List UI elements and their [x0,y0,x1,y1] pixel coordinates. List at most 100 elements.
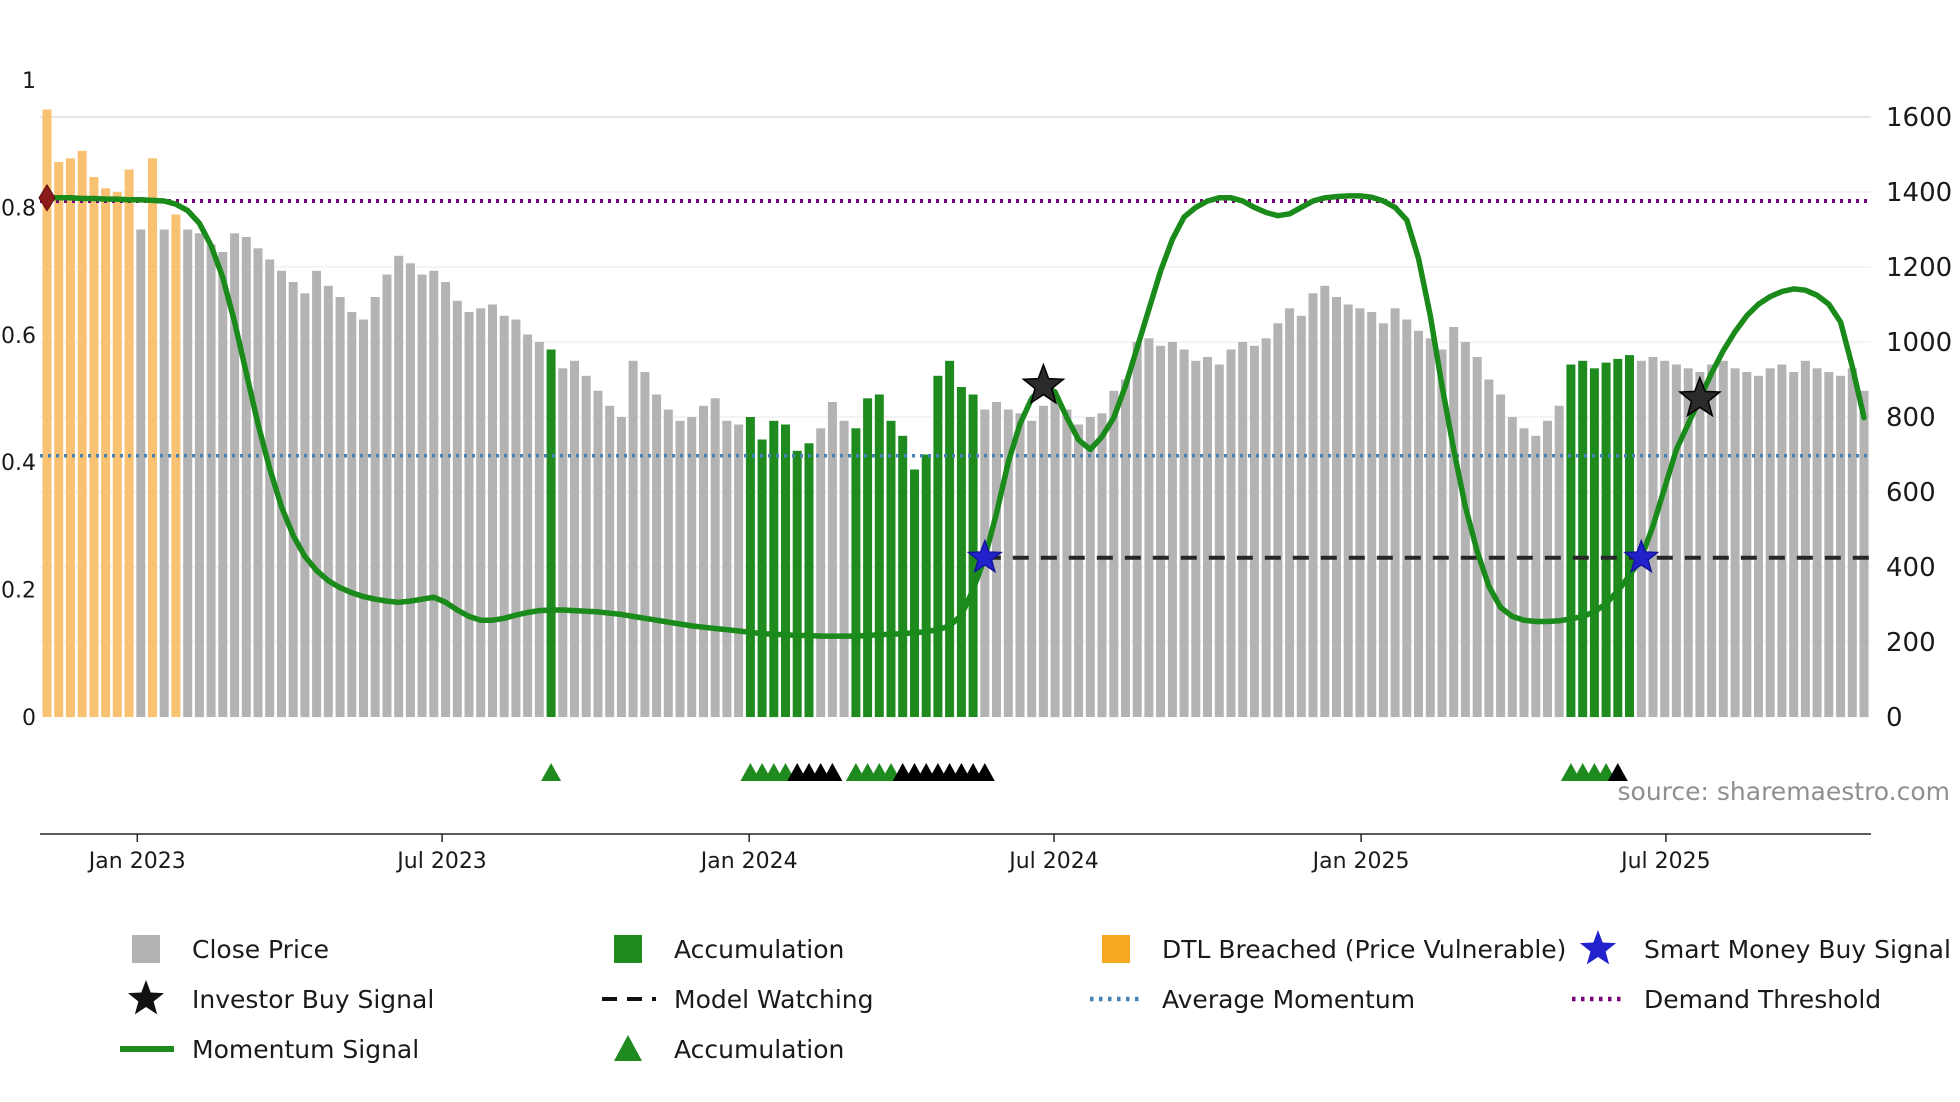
close-price-bar [1836,375,1846,718]
close-price-bar [581,375,591,718]
chart-canvas: 0 0.2 0.4 0.6 0.8 1 0 200 400 600 800 1000 1200 1400 1… [1,69,1952,874]
legend-item-smart-money-buy-signal: Smart Money Buy Signal [1570,926,1960,972]
close-price-bar [1062,409,1072,717]
close-price-bar [1472,357,1482,717]
close-price-bar [1496,394,1506,717]
close-price-bar [476,308,486,718]
momentum-line-icon [118,1028,176,1070]
close-price-bar [1332,297,1341,717]
close-price-bar [1507,417,1517,717]
close-price-bar [218,252,228,717]
close-price-bar [488,304,497,717]
dtl-breached-bar [54,162,64,717]
close-price-bar [1015,413,1025,718]
dtl-breached-bar [101,188,111,718]
watch-triangle-icon [974,763,995,781]
accumulation-bar [1589,368,1599,718]
close-price-bar [1144,338,1154,718]
close-price-bar [1812,368,1822,718]
accumulation-bar [874,394,884,717]
average-momentum-dot-icon [1088,978,1146,1020]
close-price-bar [1249,345,1259,718]
accumulation-bar [745,417,755,717]
close-price-bar [1414,330,1423,718]
close-price-bar [1531,435,1541,718]
accumulation-triangle-icon [600,1028,658,1070]
close-price-bar [1765,368,1775,718]
close-price-bar [441,282,451,717]
close-price-bar [1543,420,1552,718]
dtl-breached-bar [148,158,157,718]
close-price-bar [277,270,286,718]
close-price-bar [1847,368,1857,718]
close-price-bar [1777,364,1787,717]
right-axis-tick-label: 0 [1886,703,1903,733]
close-price-bar [253,248,263,718]
accumulation-bar [945,360,955,718]
close-price-bar [1660,360,1670,718]
legend-item-dtl-breached: DTL Breached (Price Vulnerable) [1088,926,1570,972]
model-watching-dash-icon [600,978,658,1020]
close-price-bar [1648,357,1658,717]
close-price-bar [570,360,579,718]
accumulation-bar [898,435,908,718]
close-price-bar [1554,405,1564,718]
accumulation-bar [956,387,966,717]
close-price-bar [1671,364,1681,717]
close-price-bar [722,420,732,718]
accumulation-bar [1625,355,1634,717]
dtl-breached-bar [112,192,122,717]
close-price-bar [359,319,368,717]
close-price-bar [1167,342,1177,717]
x-axis-tick-label: Jul 2025 [1619,849,1711,874]
start-diamond-icon [38,183,56,212]
close-price-bar [675,420,685,718]
accumulation-bar [886,420,896,718]
close-price-bar [417,274,427,717]
accumulation-bar [804,443,814,718]
accumulation-bar [769,420,779,718]
close-price-bar [616,417,626,717]
close-price-bar [183,229,193,717]
legend-item-model-watching: Model Watching [600,976,1088,1022]
close-price-bar [323,285,333,718]
dtl-breached-bar [124,169,134,717]
close-price-bar [1074,424,1084,717]
close-price-bar [1800,360,1810,718]
accumulation-bar [851,428,861,718]
x-axis-tick-label: Jan 2025 [1311,849,1410,874]
left-axis-tick-label: 0.4 [1,451,36,476]
close-price-bar [464,312,474,717]
momentum-signal-line [44,193,1867,639]
legend-label-average-momentum: Average Momentum [1162,984,1416,1014]
close-price-bar [558,368,568,718]
smart-money-buy-signal-star-icon [1623,538,1660,574]
watch-triangle-icon [822,763,843,781]
close-price-bar [300,293,310,718]
close-price-bar [1343,304,1353,717]
close-price-bar [605,405,615,718]
close-price-bar [1754,375,1763,718]
close-price-bar [335,297,345,717]
close-price-bar [534,342,544,717]
close-price-bar [1425,338,1435,718]
close-price-bar [194,233,204,718]
x-axis-tick-label: Jan 2023 [87,849,186,874]
right-axis-tick-label: 400 [1886,553,1936,583]
close-price-bar [370,297,380,717]
close-price-bar [1132,342,1142,717]
legend-spacer [1088,1026,1570,1072]
close-price-bar [1519,428,1529,718]
close-price-bar [1285,308,1295,718]
accumulation-triangle-icon [541,763,562,781]
legend-item-investor-buy-signal: Investor Buy Signal [118,976,600,1022]
investor-buy-signal-star-icon [1021,362,1066,405]
close-price-bar [347,312,357,717]
accumulation-bar [1601,362,1611,717]
close-price-bar [159,229,169,717]
chart-legend: Close Price Accumulation DTL Breached (P… [0,926,1960,1072]
close-price-bar [1156,345,1166,718]
close-price-bar [827,402,837,717]
accumulation-bar [1613,358,1623,717]
x-axis-tick-label: Jul 2023 [395,849,487,874]
